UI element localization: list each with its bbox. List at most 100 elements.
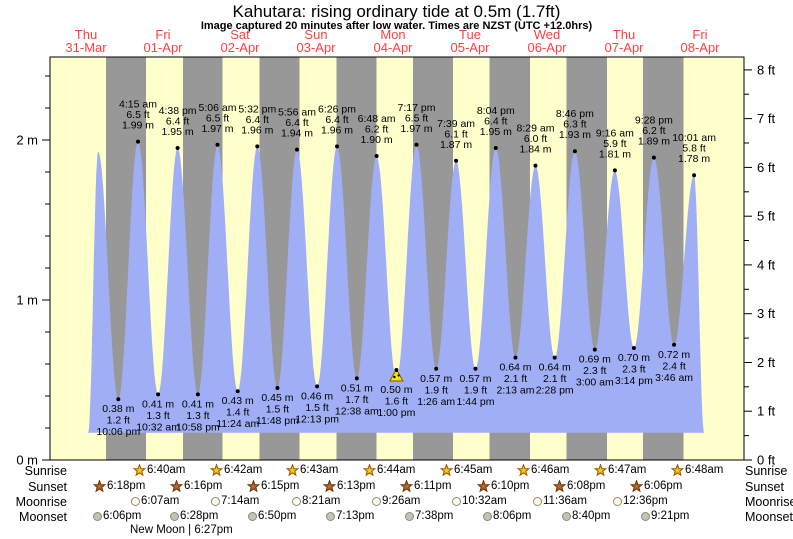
date-day: 02-Apr <box>220 39 260 55</box>
moonset-moon-icon <box>562 512 571 521</box>
right-axis-label: 4 ft <box>757 257 775 272</box>
sunset-star-icon <box>93 480 106 493</box>
right-axis-label: 3 ft <box>757 306 775 321</box>
moonset-moon-icon <box>170 512 179 521</box>
sunset-time: 6:16pm <box>184 480 223 492</box>
sunrise-time: 6:45am <box>454 464 493 476</box>
tide-point-dot <box>394 368 399 372</box>
tide-point-dot <box>335 144 339 149</box>
high-tide-annotation-line: 6:26 pm <box>318 103 356 115</box>
tide-point-dot <box>374 154 379 158</box>
sunset-entry: 6:13pm <box>323 480 375 493</box>
date-dow: Sat <box>230 27 250 42</box>
tide-point-dot <box>275 386 280 390</box>
moonrise-time: 8:21am <box>302 495 341 507</box>
sunset-star-icon <box>247 480 260 493</box>
low-tide-annotation-line: 1.3 ft <box>186 410 209 422</box>
moonset-entry: 6:50pm <box>248 510 296 523</box>
left-axis-label: 1 m <box>16 293 38 308</box>
moonset-entry: 7:38pm <box>405 510 453 523</box>
tide-point-dot <box>255 144 260 149</box>
low-tide-annotation-line: 2:28 pm <box>536 385 574 397</box>
tide-point-dot <box>434 366 439 371</box>
low-tide-annotation-line: 0.41 m <box>142 398 174 410</box>
moonrise-entry: 6:07am <box>131 495 179 508</box>
moonset-time: 9:21pm <box>651 510 690 522</box>
high-tide-annotation-line: 6.5 ft <box>405 112 428 124</box>
tide-curve-area <box>88 141 705 433</box>
low-tide-annotation-line: 10:32 am <box>136 421 180 433</box>
sunrise-time: 6:43am <box>300 464 339 476</box>
high-tide-annotation-line: 8:04 pm <box>477 105 515 117</box>
date-dow: Tue <box>459 27 481 42</box>
tide-point-dot <box>533 163 538 168</box>
sunset-entry: 6:18pm <box>93 480 145 493</box>
moonrise-entry: 11:36am <box>533 495 587 508</box>
sunset-time: 6:15pm <box>261 480 300 492</box>
sunrise-entry: 6:46am <box>517 464 569 477</box>
sunrise-star-icon <box>210 464 223 477</box>
high-tide-annotation-line: 6:48 am <box>358 113 396 125</box>
high-tide-annotation-line: 1.99 m <box>122 120 154 132</box>
tide-point-dot <box>592 347 597 352</box>
moonrise-moon-icon <box>372 497 381 506</box>
moonset-time: 7:13pm <box>336 510 375 522</box>
date-label: Thu 07-Apr <box>579 28 669 54</box>
moonset-time: 6:50pm <box>258 510 297 522</box>
high-tide-annotation-line: 1.96 m <box>321 124 353 136</box>
low-tide-annotation-line: 1:44 pm <box>457 396 495 408</box>
moonset-entry: 9:21pm <box>641 510 689 523</box>
low-tide-annotation-line: 1.6 ft <box>385 396 408 408</box>
moonset-time: 8:06pm <box>493 510 532 522</box>
high-tide-annotation-line: 1.95 m <box>480 126 512 138</box>
tide-point-dot <box>692 173 697 178</box>
moonrise-time: 12:36pm <box>623 495 668 507</box>
moonrise-moon-icon <box>613 497 622 506</box>
date-dow: Thu <box>74 27 98 42</box>
right-axis-label: 8 ft <box>757 62 775 77</box>
low-tide-annotation-line: 2.1 ft <box>543 373 566 385</box>
low-tide-annotation-line: 11:24 am <box>216 418 259 430</box>
low-tide-annotation-line: 0.38 m <box>102 403 134 415</box>
tide-point-dot <box>156 392 161 397</box>
date-label: Thu 31-Mar <box>41 27 131 55</box>
sunset-entry: 6:15pm <box>247 480 299 493</box>
moonset-moon-icon <box>405 512 414 521</box>
tide-point-dot <box>572 149 577 154</box>
tide-point-dot <box>215 142 220 147</box>
low-tide-annotation-line: 12:13 pm <box>295 413 339 425</box>
sunset-entry: 6:11pm <box>400 480 452 493</box>
moonset-time: 8:40pm <box>572 510 611 522</box>
sunset-row-label-left: Sunset <box>28 480 67 494</box>
sunrise-entry: 6:42am <box>210 464 262 477</box>
high-tide-annotation-line: 1.84 m <box>519 144 551 156</box>
date-day: 31-Mar <box>65 39 107 55</box>
sunset-star-icon <box>170 480 183 493</box>
moonset-entry: 6:06pm <box>93 510 141 523</box>
low-tide-annotation-line: 0.69 m <box>579 354 611 366</box>
low-tide-annotation-line: 11:48 pm <box>256 415 299 427</box>
moonrise-moon-icon <box>131 497 140 506</box>
right-axis-label: 5 ft <box>757 209 775 224</box>
moonset-moon-icon <box>641 512 650 521</box>
tide-point-dot <box>195 392 200 397</box>
sunset-star-icon <box>323 480 336 493</box>
moonset-time: 6:06pm <box>103 510 142 522</box>
low-tide-annotation-line: 0.70 m <box>618 352 650 364</box>
date-day: 04-Apr <box>373 39 413 55</box>
high-tide-annotation-line: 1.90 m <box>361 134 393 146</box>
date-dow: Fri <box>692 27 708 42</box>
chart-subtitle: Image captured 20 minutes after low wate… <box>200 20 593 32</box>
sunrise-time: 6:40am <box>147 464 186 476</box>
tide-point-dot <box>672 342 677 347</box>
date-day: 06-Apr <box>527 39 567 55</box>
sunset-entry: 6:06pm <box>630 480 682 493</box>
left-axis-label: 0 m <box>16 453 38 468</box>
low-tide-annotation-line: 1.7 ft <box>345 394 368 406</box>
high-tide-annotation-line: 6.3 ft <box>563 119 586 131</box>
moonset-entry: 8:06pm <box>483 510 531 523</box>
low-tide-annotation-line: 1.5 ft <box>305 402 328 414</box>
sunset-time: 6:10pm <box>491 480 530 492</box>
low-tide-annotation-line: 2:13 am <box>497 385 535 397</box>
high-tide-annotation-line: 1.94 m <box>281 128 313 140</box>
